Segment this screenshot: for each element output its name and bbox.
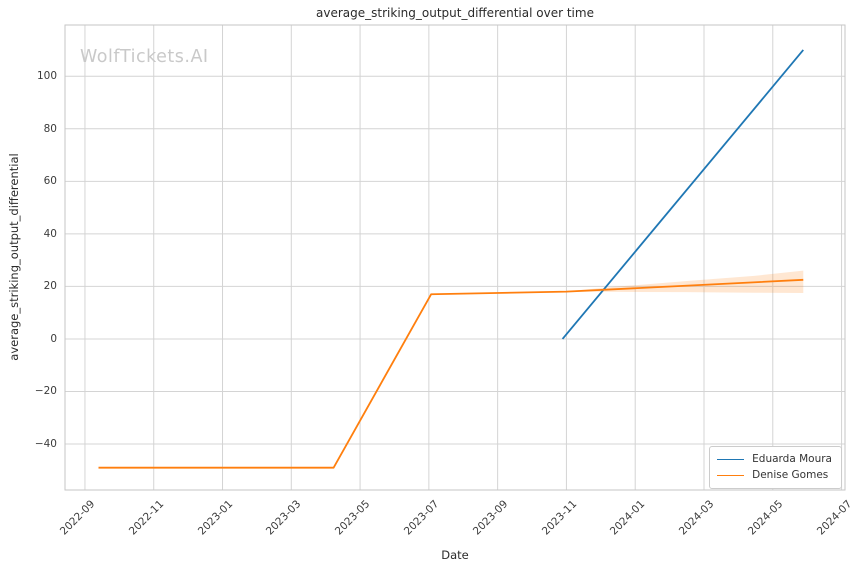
legend-item-denise-gomes: Denise Gomes [717, 467, 832, 483]
y-tick-label: 100 [36, 70, 57, 83]
y-tick-label: −20 [34, 385, 57, 398]
watermark: WolfTickets.AI [80, 47, 209, 67]
plot-border [64, 24, 846, 491]
confidence-band [562, 270, 804, 293]
y-tick-label: 20 [43, 280, 57, 293]
series-line-eduarda-moura [561, 49, 804, 340]
chart-title: average_striking_output_differential ove… [316, 6, 594, 20]
legend-line-swatch-blue [717, 458, 745, 460]
legend-item-eduarda-moura: Eduarda Moura [717, 451, 832, 467]
legend-label: Eduarda Moura [752, 453, 832, 465]
y-tick-label: 0 [50, 332, 57, 345]
y-tick-label: 60 [43, 175, 57, 188]
y-tick-label: −40 [34, 438, 57, 451]
legend: Eduarda Moura Denise Gomes [709, 446, 842, 489]
legend-label: Denise Gomes [752, 469, 829, 481]
series-line-denise-gomes [98, 278, 804, 469]
x-axis-label: Date [441, 548, 469, 562]
legend-line-swatch-orange [717, 474, 745, 476]
y-tick-label: 80 [43, 122, 57, 135]
y-tick-label: 40 [43, 227, 57, 240]
